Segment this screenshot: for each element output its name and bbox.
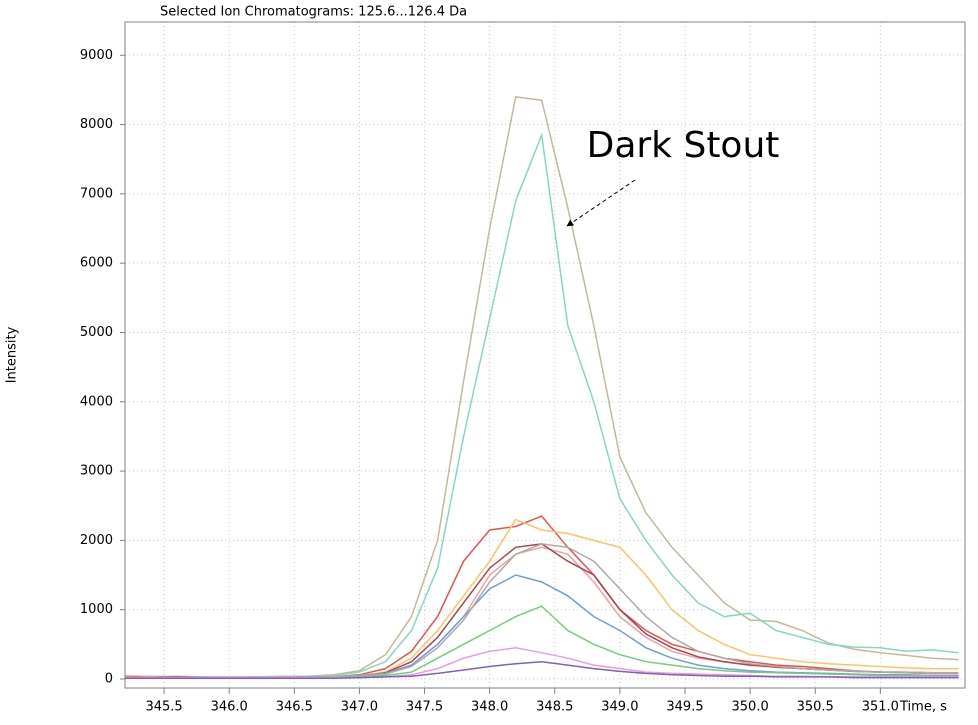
- y-tick-label: 3000: [80, 464, 113, 479]
- x-tick-label: 346.0: [211, 700, 248, 715]
- y-tick-label: 1000: [80, 602, 113, 617]
- x-tick-label: 348.5: [536, 700, 573, 715]
- x-tick-label: 350.5: [797, 700, 834, 715]
- x-tick-label: 348.0: [471, 700, 508, 715]
- chart-title: Selected Ion Chromatograms: 125.6...126.…: [160, 5, 467, 20]
- y-tick-label: 5000: [80, 325, 113, 340]
- y-tick-label: 2000: [80, 533, 113, 548]
- x-tick-label: 351.0: [862, 700, 899, 715]
- x-tick-label: 346.5: [276, 700, 313, 715]
- x-tick-label: 349.0: [601, 700, 638, 715]
- x-tick-label: 347.5: [406, 700, 443, 715]
- annotation: Dark Stout: [587, 125, 780, 166]
- y-axis-label: Intensity: [5, 326, 20, 383]
- x-tick-label: 350.0: [732, 700, 769, 715]
- y-tick-label: 7000: [80, 186, 113, 201]
- y-tick-label: 4000: [80, 394, 113, 409]
- series-line: [125, 660, 959, 680]
- y-tick-label: 0: [105, 671, 113, 686]
- y-tick-label: 6000: [80, 256, 113, 271]
- y-tick-label: 9000: [80, 48, 113, 63]
- x-axis-label: Time, s: [899, 700, 947, 715]
- y-tick-label: 8000: [80, 117, 113, 132]
- x-tick-label: 349.5: [666, 700, 703, 715]
- x-tick-label: 345.5: [145, 700, 182, 715]
- plot-frame: [124, 21, 966, 689]
- x-tick-label: 347.0: [341, 700, 378, 715]
- plot-area: 0 1000 2000 3000 4000 5000 6000 7000 8000 9000 345…: [80, 22, 965, 715]
